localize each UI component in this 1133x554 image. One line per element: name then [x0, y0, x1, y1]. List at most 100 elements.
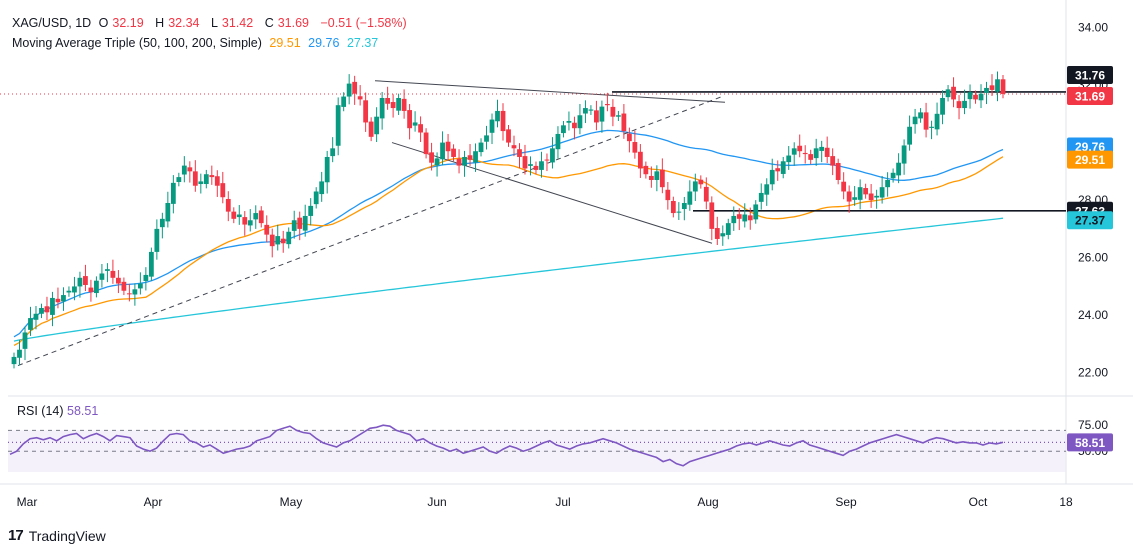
candle-body: [692, 181, 698, 192]
candle-body: [407, 110, 412, 129]
candle-body: [181, 165, 187, 175]
price-label-box: [1067, 150, 1113, 169]
candle-body: [797, 145, 803, 152]
rsi-label: RSI (14): [17, 404, 64, 418]
candle-body: [989, 85, 995, 90]
candle-body: [148, 251, 154, 277]
candle-body: [852, 197, 858, 200]
candle-body: [379, 97, 385, 119]
high-label: H 32.34: [155, 16, 200, 30]
candle-body: [720, 233, 726, 237]
candle-body: [341, 96, 347, 107]
candle-body: [231, 211, 237, 219]
high-value: 32.34: [168, 16, 200, 30]
candle-body: [561, 125, 566, 134]
candle-body: [978, 93, 984, 101]
candle-body: [973, 94, 978, 100]
candle-body: [632, 142, 638, 153]
candle-body: [577, 115, 583, 129]
candle-body: [868, 193, 874, 201]
candle-body: [121, 281, 127, 291]
candle-body: [352, 81, 358, 94]
candle-body: [863, 188, 869, 195]
candle-body: [802, 152, 808, 155]
uptrend-dashed-line: [17, 96, 723, 367]
candle-body: [621, 113, 627, 132]
candle-body: [478, 142, 484, 153]
candle-body: [643, 165, 649, 175]
candle-body: [99, 273, 105, 280]
candle-body: [33, 313, 39, 320]
price-tick-label: 22.00: [1078, 366, 1108, 380]
candle-body: [390, 102, 396, 109]
time-tick-label: Aug: [697, 495, 718, 509]
time-tick-label: 18: [1059, 495, 1073, 509]
candle-body: [907, 126, 912, 145]
candle-body: [319, 181, 325, 195]
candle-body: [791, 148, 797, 155]
candle-body: [940, 97, 945, 115]
candle-body: [572, 122, 577, 129]
candle-body: [11, 356, 17, 365]
candle-body: [896, 162, 902, 176]
candle-body: [22, 332, 28, 349]
candle-body: [330, 148, 336, 157]
candle-body: [280, 238, 286, 244]
candle-body: [203, 174, 209, 185]
candle-body: [363, 100, 369, 123]
candle-body: [918, 112, 923, 119]
candle-body: [874, 195, 880, 198]
candle-body: [77, 277, 83, 287]
tradingview-logo-icon: 17: [8, 527, 24, 544]
candle-body: [555, 133, 561, 150]
candle-body: [28, 318, 33, 330]
time-tick-label: Apr: [144, 495, 163, 509]
candle-body: [731, 215, 737, 224]
change-value: −0.51 (−1.58%): [320, 16, 407, 30]
price-label-text: 29.51: [1075, 153, 1105, 167]
candle-body: [110, 270, 116, 278]
candle-body: [236, 214, 242, 218]
candle-body: [214, 176, 220, 186]
candle-body: [242, 217, 248, 225]
tradingview-brand[interactable]: 17 TradingView: [8, 527, 106, 544]
candle-body: [912, 116, 918, 125]
candle-body: [610, 106, 616, 117]
candle-body: [879, 187, 885, 198]
candle-body: [522, 156, 528, 169]
candle-body: [83, 276, 88, 285]
candle-body: [753, 204, 759, 220]
time-tick-label: Sep: [835, 495, 857, 509]
brand-label: TradingView: [28, 527, 106, 544]
candle-body: [132, 289, 138, 295]
price-tick-label: 34.00: [1078, 21, 1108, 35]
candle-body: [456, 158, 462, 166]
candle-body: [423, 132, 429, 155]
candle-body: [687, 191, 693, 205]
candle-body: [115, 277, 121, 284]
candle-body: [72, 286, 77, 293]
candle-body: [346, 83, 352, 97]
open-label: O 32.19: [98, 16, 144, 30]
candle-body: [291, 220, 297, 231]
candle-body: [1000, 79, 1006, 94]
candle-body: [945, 89, 951, 98]
candle-body: [703, 186, 709, 202]
candle-body: [681, 203, 687, 210]
ma50-line: [13, 156, 1004, 346]
candle-body: [615, 115, 621, 117]
candle-body: [605, 104, 610, 106]
candle-body: [775, 168, 781, 172]
candle-body: [857, 187, 863, 200]
candle-body: [923, 112, 929, 130]
candle-body: [275, 236, 281, 245]
candle-body: [511, 145, 517, 149]
time-tick-label: May: [280, 495, 303, 509]
candle-body: [473, 151, 478, 163]
candle-body: [88, 287, 94, 293]
candle-body: [665, 189, 671, 201]
price-label-text: 29.76: [1075, 140, 1105, 154]
candle-body: [676, 211, 682, 213]
price-label-box: [1067, 211, 1113, 230]
